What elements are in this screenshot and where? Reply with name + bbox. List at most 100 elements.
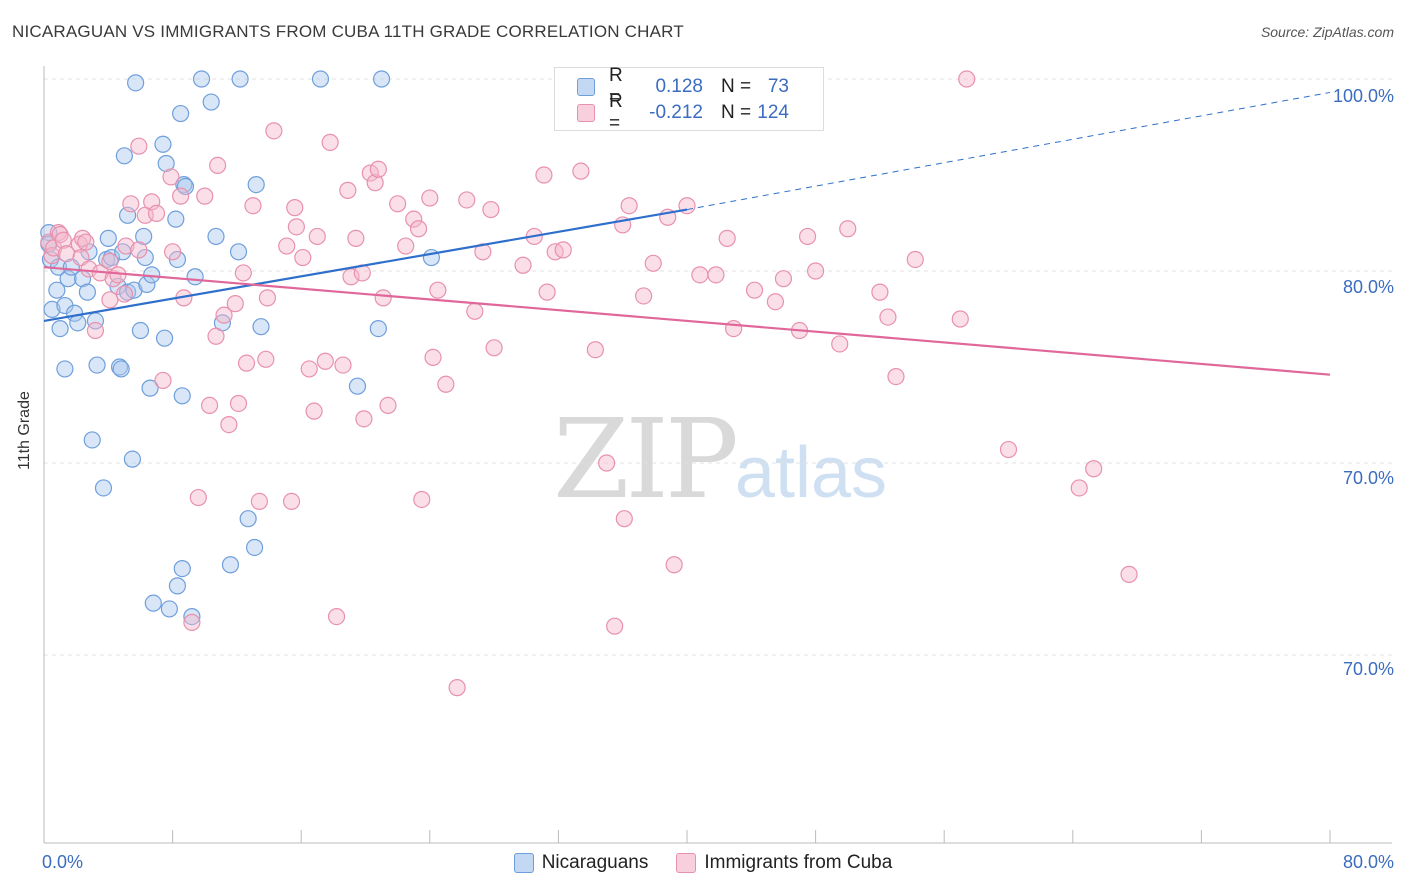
point-cuba bbox=[196, 187, 214, 205]
point-cuba bbox=[806, 262, 825, 280]
legend-n-value: 124 bbox=[757, 102, 789, 123]
point-nicaraguans bbox=[123, 450, 142, 468]
legend-swatch-blue bbox=[577, 78, 595, 96]
point-cuba bbox=[250, 492, 269, 510]
point-cuba bbox=[237, 354, 256, 372]
point-cuba bbox=[286, 199, 304, 217]
y-tick-label-70: 70.0% bbox=[1342, 659, 1394, 679]
point-cuba bbox=[215, 306, 233, 324]
point-cuba bbox=[282, 492, 301, 510]
y-tick-label-90: 80.0% bbox=[1342, 277, 1394, 297]
point-nicaraguans bbox=[155, 329, 174, 347]
point-nicaraguans bbox=[56, 360, 74, 378]
watermark-zip: ZIP bbox=[553, 395, 739, 523]
point-cuba bbox=[130, 241, 148, 259]
watermark-atlas: atlas bbox=[734, 433, 887, 513]
point-cuba bbox=[766, 293, 785, 311]
point-cuba bbox=[244, 197, 262, 215]
legend-r-label: R = bbox=[609, 65, 623, 108]
point-cuba bbox=[951, 310, 969, 328]
point-nicaraguans bbox=[207, 227, 225, 246]
point-nicaraguans bbox=[176, 177, 195, 196]
point-cuba bbox=[327, 607, 346, 626]
point-nicaraguans bbox=[245, 538, 264, 557]
point-cuba bbox=[466, 302, 484, 320]
point-cuba bbox=[586, 341, 604, 359]
point-cuba bbox=[644, 254, 662, 272]
legend-item-cuba[interactable]: Immigrants from Cuba bbox=[676, 852, 892, 874]
point-cuba bbox=[474, 243, 492, 261]
legend-row-cuba: R = -0.212 N = 124 bbox=[577, 91, 789, 134]
point-nicaraguans bbox=[186, 268, 204, 286]
point-cuba bbox=[871, 283, 889, 301]
point-cuba bbox=[409, 220, 428, 238]
point-cuba bbox=[172, 187, 190, 205]
x-tick-label-max: 80.0% bbox=[1342, 852, 1394, 872]
point-nicaraguans bbox=[127, 74, 145, 92]
point-cuba bbox=[339, 181, 357, 199]
y-tick-label-100: 100.0% bbox=[1332, 86, 1394, 106]
point-cuba bbox=[308, 227, 326, 246]
point-cuba bbox=[448, 679, 466, 697]
legend-item-nicaraguans[interactable]: Nicaraguans bbox=[513, 852, 649, 874]
point-cuba bbox=[839, 220, 857, 238]
point-cuba bbox=[798, 227, 817, 246]
point-nicaraguans bbox=[154, 135, 172, 153]
point-cuba bbox=[305, 402, 323, 420]
point-nicaraguans bbox=[88, 356, 106, 374]
point-cuba bbox=[115, 285, 133, 303]
point-cuba bbox=[1120, 565, 1138, 583]
point-cuba bbox=[482, 200, 500, 219]
point-nicaraguans bbox=[51, 320, 69, 338]
legend-label-nicaraguans: Nicaraguans bbox=[541, 852, 649, 873]
point-cuba bbox=[366, 174, 384, 192]
point-cuba bbox=[207, 327, 225, 345]
point-cuba bbox=[535, 166, 553, 184]
point-nicaraguans bbox=[99, 229, 117, 247]
point-cuba bbox=[162, 168, 180, 186]
point-nicaraguans bbox=[144, 594, 162, 612]
point-cuba bbox=[774, 270, 793, 288]
point-cuba bbox=[101, 252, 119, 270]
point-nicaraguans bbox=[167, 210, 185, 228]
point-cuba bbox=[718, 229, 736, 247]
point-nicaraguans bbox=[43, 300, 61, 318]
point-cuba bbox=[300, 360, 318, 378]
point-cuba bbox=[361, 164, 379, 182]
point-cuba bbox=[209, 156, 227, 174]
legend-row-nicaraguans: R = 0.128 N = 73 bbox=[577, 65, 789, 108]
point-nicaraguans bbox=[311, 70, 330, 88]
trend-line-nicaraguans-projection bbox=[686, 91, 1331, 211]
point-nicaraguans bbox=[135, 227, 153, 246]
point-nicaraguans bbox=[141, 379, 159, 397]
point-cuba bbox=[294, 248, 312, 267]
point-nicaraguans bbox=[157, 154, 175, 173]
point-cuba bbox=[379, 396, 397, 414]
point-cuba bbox=[154, 371, 172, 390]
legend-swatch-pink bbox=[676, 853, 697, 873]
point-cuba bbox=[200, 396, 219, 414]
trend-line-nicaraguans bbox=[43, 208, 688, 323]
y-axis-label: 11th Grade bbox=[16, 391, 33, 470]
point-cuba bbox=[122, 195, 140, 213]
point-cuba bbox=[879, 308, 897, 326]
point-cuba bbox=[958, 70, 976, 88]
point-cuba bbox=[421, 189, 439, 207]
point-cuba bbox=[538, 283, 556, 301]
point-nicaraguans bbox=[183, 607, 201, 626]
legend-r-label: R = bbox=[609, 91, 623, 134]
point-cuba bbox=[374, 289, 392, 307]
point-nicaraguans bbox=[348, 377, 367, 395]
point-cuba bbox=[355, 410, 373, 428]
point-cuba bbox=[258, 289, 277, 307]
point-cuba bbox=[316, 352, 334, 370]
point-cuba bbox=[220, 416, 238, 434]
watermark: ZIPatlas bbox=[553, 395, 887, 523]
point-cuba bbox=[405, 210, 423, 228]
point-cuba bbox=[54, 231, 72, 249]
point-cuba bbox=[234, 264, 252, 282]
point-nicaraguans bbox=[202, 93, 220, 111]
point-nicaraguans bbox=[115, 147, 133, 165]
point-cuba bbox=[725, 320, 743, 338]
point-cuba bbox=[321, 133, 339, 151]
